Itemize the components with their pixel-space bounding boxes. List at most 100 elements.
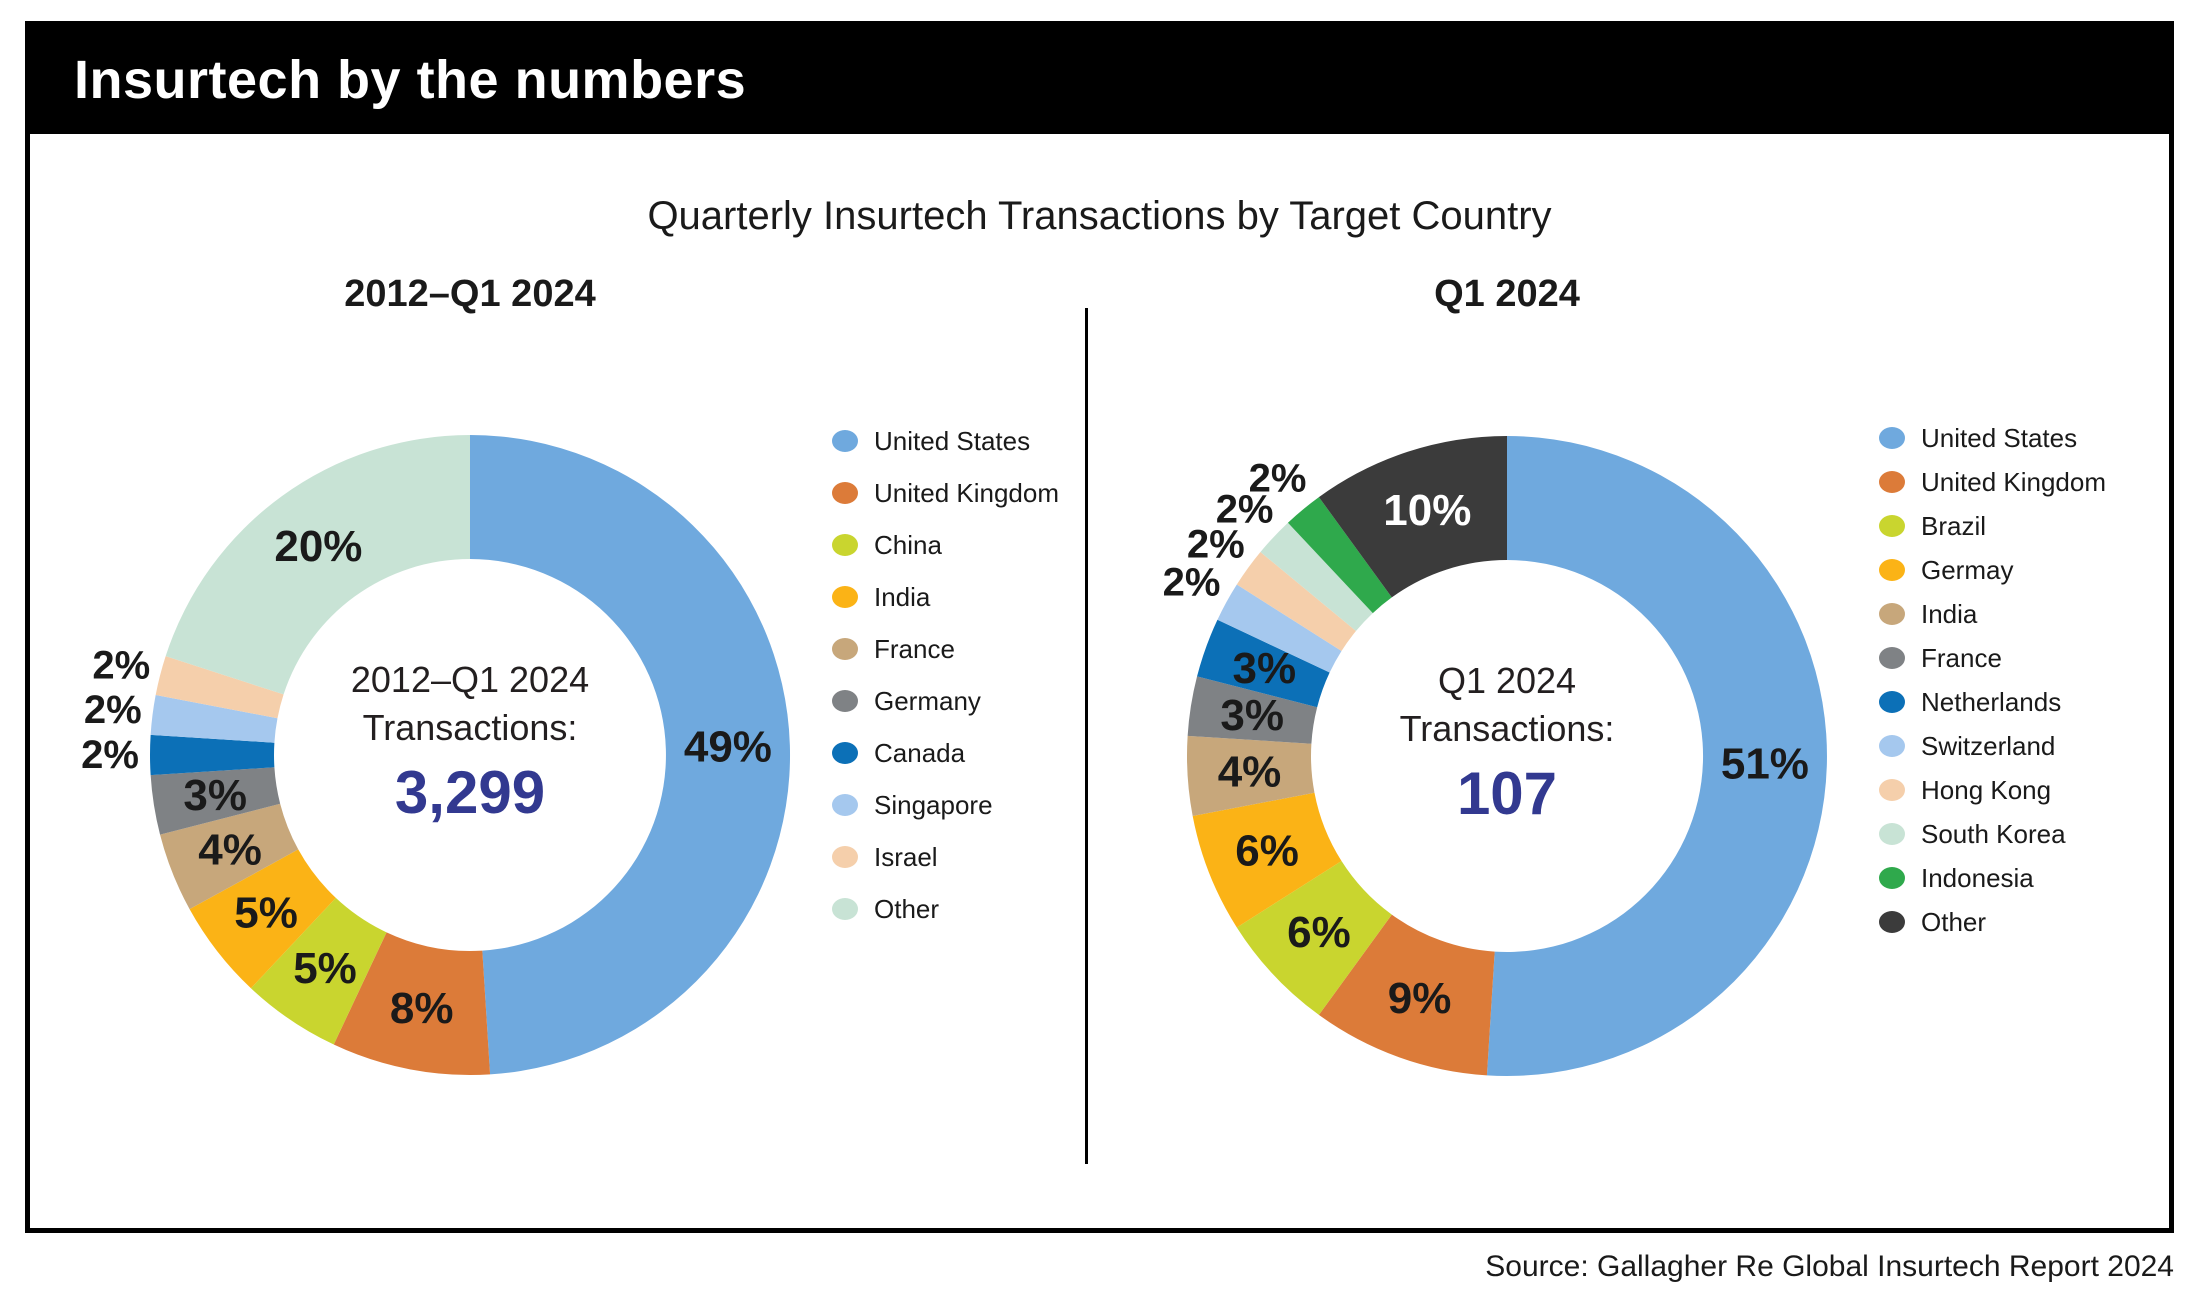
legend-label: Germany [874, 685, 981, 716]
slice-switzerland [1217, 584, 1342, 673]
slice-south-korea [1260, 522, 1373, 632]
main-title: Quarterly Insurtech Transactions by Targ… [647, 194, 1552, 238]
slice-israel [155, 656, 284, 719]
legend-label: Indonesia [1921, 862, 2034, 893]
legend-item-germay: Germay [1879, 554, 2106, 585]
legend-item-united-states: United States [1879, 422, 2106, 453]
legend-label: Netherlands [1921, 686, 2062, 717]
slice-value-label-netherlands: 3% [1233, 644, 1297, 693]
slice-value-label-united-states: 49% [684, 722, 772, 771]
legend-label: Brazil [1921, 510, 1987, 541]
legend-item-united-states: United States [832, 426, 1059, 456]
legend-label: Switzerland [1921, 730, 2056, 761]
slice-india [189, 849, 336, 989]
center-period-text: 2012–Q1 2024 [350, 659, 590, 700]
slice-value-label-brazil: 6% [1287, 908, 1351, 957]
slice-brazil [1236, 861, 1392, 1015]
slice-value-label-other: 20% [274, 522, 362, 571]
legend-label: China [874, 529, 942, 560]
legend-marker-south-korea [1879, 823, 1905, 845]
slice-china [250, 897, 387, 1045]
legend-item-singapore: Singapore [832, 789, 1059, 820]
slice-france [160, 803, 299, 910]
legend-marker-united-kingdom [832, 482, 858, 504]
slice-united-kingdom [333, 932, 491, 1076]
slice-value-label-united-kingdom: 8% [390, 984, 454, 1033]
legend-item-india: India [1879, 598, 2106, 629]
slice-germay [1192, 792, 1342, 928]
legend-marker-brazil [1879, 515, 1905, 537]
legend-marker-other [1879, 911, 1905, 933]
source-credit: Source: Gallagher Re Global Insurtech Re… [1485, 1250, 2174, 1283]
slice-value-label-india: 5% [234, 889, 298, 938]
center-transactions-text: Transactions: [362, 707, 578, 748]
donut-center-label-left: 2012–Q1 2024 Transactions: 3,299 [210, 656, 730, 826]
slice-value-label-china: 5% [293, 944, 357, 993]
legend-label: Hong Kong [1921, 774, 2052, 805]
legend-marker-india [832, 586, 858, 608]
slice-singapore [150, 695, 278, 743]
legend-marker-united-kingdom [1879, 471, 1905, 493]
slice-value-label-hong-kong: 2% [1187, 522, 1245, 566]
legend-item-canada: Canada [832, 737, 1059, 768]
legend-item-south-korea: South Korea [1879, 819, 2106, 849]
center-transactions-text: Transactions: [1399, 708, 1615, 749]
slice-other [1318, 436, 1507, 598]
center-period-text: Q1 2024 [1437, 660, 1577, 701]
legend-label: United Kingdom [1921, 466, 2106, 497]
legend-item-netherlands: Netherlands [1879, 686, 2106, 717]
slice-value-label-germany: 3% [183, 771, 247, 820]
divider-line [1085, 308, 1088, 1164]
legend-item-brazil: Brazil [1879, 510, 2106, 541]
legend-item-germany: Germany [832, 685, 1059, 716]
legend-label: Germay [1921, 554, 2014, 585]
header-bar: Insurtech by the numbers [30, 26, 2169, 134]
legend-item-indonesia: Indonesia [1879, 862, 2106, 893]
legend-item-china: China [832, 529, 1059, 560]
slice-other [165, 435, 470, 695]
donut-chart-2012-q1-2024: 49%8%5%5%4%3%2%2%2%20% [81, 435, 791, 1076]
slice-value-label-france: 4% [198, 826, 262, 875]
page-title: Insurtech by the numbers [74, 50, 747, 110]
legend-left: United States United Kingdom China India Fra… [832, 426, 1059, 947]
legend-label: Other [1921, 906, 1987, 937]
slice-united-states [1486, 436, 1827, 1076]
legend-marker-indonesia [1879, 867, 1905, 889]
slice-value-label-canada: 2% [81, 733, 139, 777]
legend-marker-hong-kong [1879, 779, 1905, 801]
slice-indonesia [1287, 497, 1392, 614]
legend-right: United States United Kingdom Brazil Germay I… [1879, 422, 2106, 952]
legend-item-israel: Israel [832, 842, 1059, 872]
donut-chart-q1-2024: 51%9%6%6%4%3%3%2%2%2%2%10% [1163, 436, 1827, 1076]
legend-label: United Kingdom [874, 477, 1059, 508]
slice-value-label-israel: 2% [92, 644, 150, 688]
legend-marker-china [832, 534, 858, 556]
slice-value-label-united-states: 51% [1721, 740, 1809, 789]
chart-subtitle-right: Q1 2024 [1434, 273, 1580, 315]
legend-marker-singapore [832, 794, 858, 816]
legend-label: United States [1921, 422, 2078, 453]
legend-item-united-kingdom: United Kingdom [832, 477, 1059, 508]
chart-subtitle-left: 2012–Q1 2024 [344, 273, 596, 315]
legend-label: Canada [874, 737, 966, 768]
legend-item-france: France [1879, 642, 2106, 673]
slice-netherlands [1197, 619, 1330, 708]
legend-label: India [1921, 598, 1978, 629]
slice-value-label-south-korea: 2% [1216, 488, 1274, 532]
legend-item-other: Other [1879, 906, 2106, 937]
legend-item-united-kingdom: United Kingdom [1879, 466, 2106, 497]
slice-hong-kong [1236, 552, 1356, 651]
legend-label: France [1921, 642, 2002, 673]
legend-marker-united-states [1879, 427, 1905, 449]
content-frame: Insurtech by the numbers Quarterly Insur… [25, 21, 2174, 1233]
legend-marker-germany [832, 690, 858, 712]
slice-value-label-united-kingdom: 9% [1388, 974, 1452, 1023]
legend-marker-india [1879, 603, 1905, 625]
legend-label: India [874, 581, 931, 612]
slice-value-label-other: 10% [1383, 486, 1471, 535]
slice-france [1187, 676, 1318, 744]
slice-canada [149, 734, 275, 776]
legend-marker-netherlands [1879, 691, 1905, 713]
legend-label: Singapore [874, 789, 993, 820]
